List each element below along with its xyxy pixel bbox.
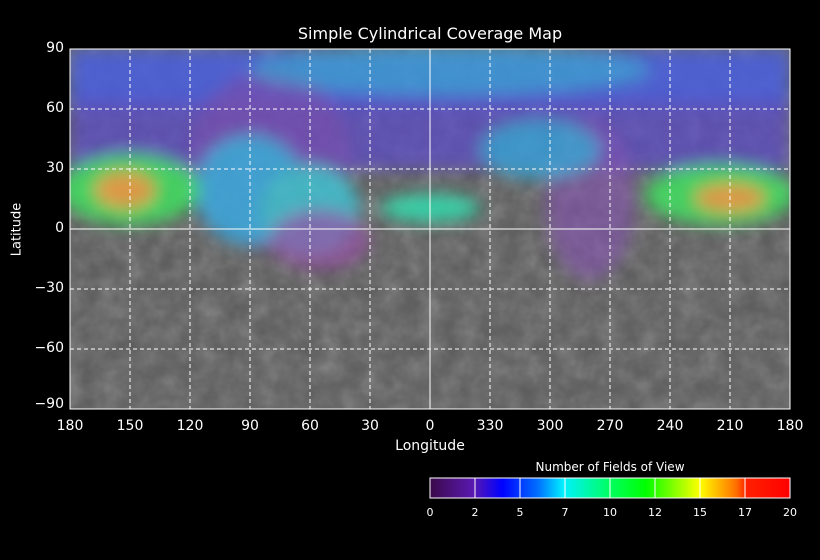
x-tick: 120 xyxy=(176,418,204,434)
y-tick: 0 xyxy=(55,220,64,236)
y-tick: −90 xyxy=(34,396,64,412)
colorbar-tick: 7 xyxy=(561,506,569,519)
y-tick: 30 xyxy=(46,160,64,176)
x-tick: 330 xyxy=(476,418,504,434)
y-tick: −60 xyxy=(34,340,64,356)
colorbar-tick: 2 xyxy=(471,506,479,519)
x-tick: 150 xyxy=(116,418,144,434)
x-tick: 300 xyxy=(536,418,564,434)
colorbar-tick: 20 xyxy=(783,506,797,519)
colorbar-tick: 10 xyxy=(603,506,617,519)
map-title: Simple Cylindrical Coverage Map xyxy=(297,24,563,43)
x-tick: 180 xyxy=(776,418,804,434)
colorbar-tick: 5 xyxy=(516,506,524,519)
grid xyxy=(69,48,791,410)
colorbar-title: Number of Fields of View xyxy=(535,460,685,474)
y-tick: 90 xyxy=(46,40,64,56)
x-tick: 270 xyxy=(596,418,624,434)
colorbar-tick: 15 xyxy=(693,506,707,519)
x-tick: 240 xyxy=(656,418,684,434)
colorbar-tick: 17 xyxy=(738,506,752,519)
x-tick: 30 xyxy=(361,418,379,434)
x-tick: 60 xyxy=(301,418,319,434)
colorbar-tick: 12 xyxy=(648,506,662,519)
x-tick: 90 xyxy=(241,418,259,434)
x-axis-label: Longitude xyxy=(395,438,465,454)
y-axis-label: Latitude xyxy=(9,202,25,257)
colorbar xyxy=(429,477,791,499)
x-tick: 210 xyxy=(716,418,744,434)
x-tick: 180 xyxy=(56,418,84,434)
map-image xyxy=(70,49,790,409)
x-tick: 0 xyxy=(425,418,435,434)
colorbar-tick: 0 xyxy=(426,506,434,519)
y-tick: 60 xyxy=(46,100,64,116)
y-tick: −30 xyxy=(34,280,64,296)
